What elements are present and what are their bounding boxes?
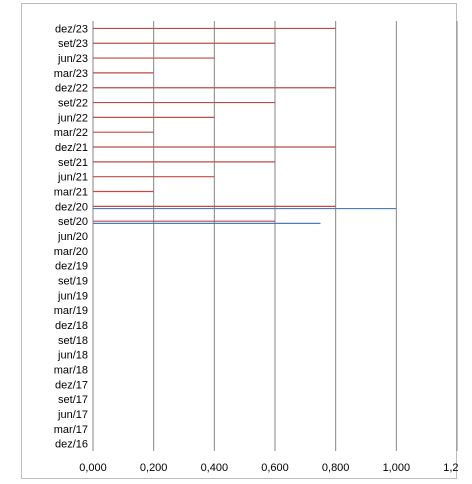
- category-label: mar/21: [54, 187, 88, 199]
- category-label: jun/18: [57, 350, 88, 362]
- category-label: dez/17: [55, 379, 88, 391]
- category-label: set/23: [58, 38, 88, 50]
- x-tick-label: 0,000: [79, 462, 107, 474]
- category-label: dez/21: [55, 142, 88, 154]
- category-label: dez/20: [55, 201, 88, 213]
- category-label: set/17: [58, 394, 88, 406]
- category-label: set/18: [58, 335, 88, 347]
- category-label: dez/19: [55, 261, 88, 273]
- x-tick-label: 0,200: [140, 462, 168, 474]
- category-label: dez/18: [55, 320, 88, 332]
- bars: [93, 27, 397, 224]
- category-label: mar/20: [54, 246, 88, 258]
- category-label: mar/23: [54, 68, 88, 80]
- x-tick-labels: 0,000 0,200 0,400 0,600 0,800 1,000 1,200: [79, 462, 458, 474]
- category-label: jun/20: [57, 231, 88, 243]
- x-tick-label: 1,200: [443, 462, 458, 474]
- category-label: mar/22: [54, 127, 88, 139]
- category-label: jun/19: [57, 290, 88, 302]
- x-tick-label: 0,600: [261, 462, 289, 474]
- category-label: jun/23: [57, 53, 88, 65]
- category-labels: dez/16 mar/17 jun/17 set/17 dez/17 mar/18 jun/…: [54, 23, 88, 450]
- gridlines: [92, 21, 458, 451]
- category-label: set/22: [58, 98, 88, 110]
- category-label: jun/17: [57, 409, 88, 421]
- category-label: dez/23: [55, 23, 88, 35]
- category-label: mar/19: [54, 305, 88, 317]
- category-label: dez/22: [55, 83, 88, 95]
- category-label: dez/16: [55, 439, 88, 451]
- category-label: jun/21: [57, 172, 88, 184]
- category-label: mar/18: [54, 364, 88, 376]
- category-label: set/21: [58, 157, 88, 169]
- chart-frame: dez/16 mar/17 jun/17 set/17 dez/17 mar/18 jun/…: [21, 3, 458, 479]
- x-tick-label: 0,800: [322, 462, 350, 474]
- category-label: jun/22: [57, 112, 88, 124]
- category-label: set/20: [58, 216, 88, 228]
- horizontal-bar-chart: dez/16 mar/17 jun/17 set/17 dez/17 mar/18 jun/…: [54, 21, 458, 474]
- x-tick-label: 0,400: [201, 462, 229, 474]
- category-label: set/19: [58, 275, 88, 287]
- x-tick-label: 1,000: [383, 462, 411, 474]
- category-label: mar/17: [54, 424, 88, 436]
